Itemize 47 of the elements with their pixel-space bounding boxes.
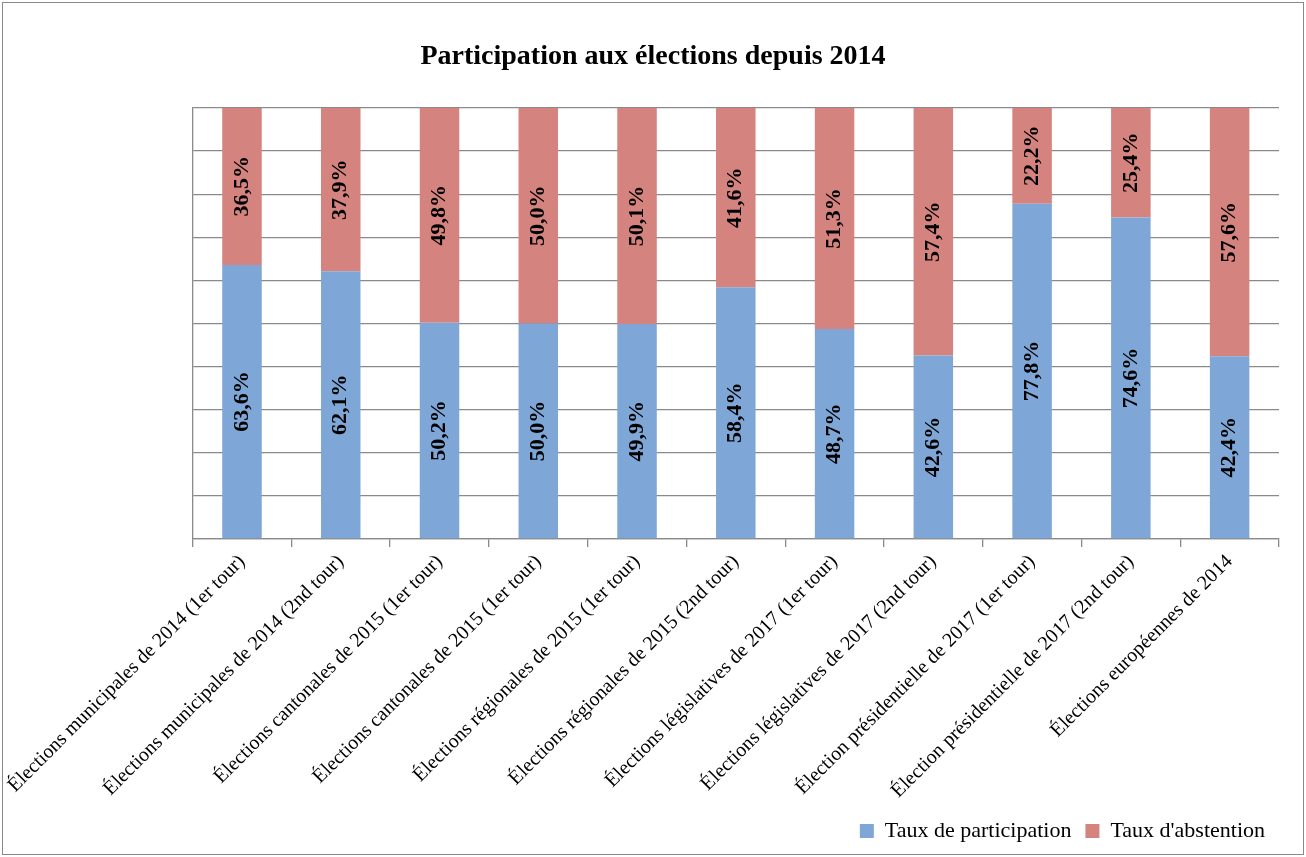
data-label: 25,4%: [1116, 132, 1142, 193]
bar: [617, 323, 657, 539]
data-label: 74,6%: [1116, 347, 1142, 409]
data-label: 57,6%: [1215, 201, 1241, 263]
data-label: 42,4%: [1215, 417, 1241, 478]
data-label: 62,1%: [326, 374, 352, 436]
data-label: 37,9%: [326, 159, 352, 220]
data-label: 42,6%: [919, 416, 945, 478]
legend-label: Taux d'abstention: [1110, 816, 1265, 842]
bar: [222, 108, 262, 265]
bar: [913, 355, 954, 539]
chart-title: Participation aux élections depuis 2014: [419, 39, 887, 71]
bar: [814, 329, 855, 539]
data-label: 50,2%: [425, 400, 451, 461]
bar: [320, 108, 361, 272]
bar: [419, 322, 460, 539]
data-label: 49,9%: [622, 400, 648, 462]
data-label: 50,0%: [523, 185, 549, 246]
bar: [1012, 203, 1052, 539]
data-label: 50,1%: [622, 185, 648, 247]
data-label: 41,6%: [721, 167, 747, 228]
bar: [1012, 108, 1052, 204]
legend-label: Taux de participation: [884, 816, 1072, 842]
bar: [1111, 108, 1151, 218]
bar: [222, 264, 262, 539]
bar: [1209, 356, 1250, 539]
data-label: 50,0%: [523, 400, 549, 462]
data-label: 63,6%: [227, 371, 253, 432]
bar: [320, 271, 361, 539]
bar: [518, 108, 559, 324]
bar: [913, 108, 954, 356]
bar: [716, 287, 756, 539]
data-label: 36,5%: [227, 155, 253, 217]
bar: [1111, 217, 1151, 539]
bar: [716, 108, 756, 288]
bar: [814, 108, 855, 330]
data-label: 22,2%: [1017, 125, 1043, 187]
data-label: 58,4%: [721, 382, 747, 444]
bar: [1209, 108, 1250, 357]
bar: [617, 108, 657, 324]
bar: [419, 108, 460, 323]
data-label: 77,8%: [1017, 340, 1043, 402]
data-label: 51,3%: [820, 188, 846, 249]
data-label: 57,4%: [919, 201, 945, 262]
bar: [518, 323, 559, 539]
data-label: 48,7%: [820, 403, 846, 464]
data-label: 49,8%: [425, 185, 451, 246]
